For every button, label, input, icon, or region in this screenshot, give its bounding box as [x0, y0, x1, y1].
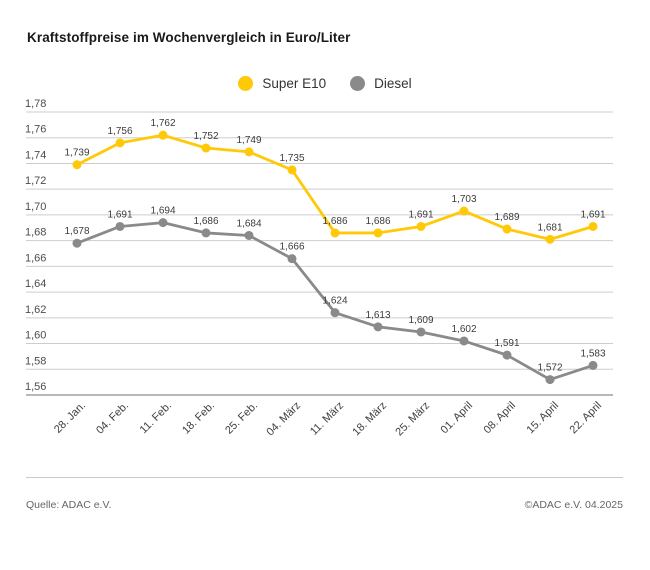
- data-point-super-e10: [416, 221, 426, 231]
- data-point-super-e10: [115, 138, 125, 148]
- data-point-super-e10: [373, 228, 383, 238]
- data-point-label-diesel: 1,686: [193, 216, 218, 227]
- data-point-diesel: [459, 336, 469, 346]
- x-axis-tick-label: 04. März: [264, 400, 303, 439]
- data-point-super-e10: [287, 165, 297, 175]
- data-point-label-diesel: 1,572: [537, 363, 562, 374]
- data-point-label-super-e10: 1,691: [580, 209, 605, 220]
- data-point-label-super-e10: 1,703: [451, 194, 476, 205]
- footer: Quelle: ADAC e.V. ©ADAC e.V. 04.2025: [26, 499, 623, 511]
- data-point-label-super-e10: 1,686: [365, 216, 390, 227]
- data-point-diesel: [502, 350, 512, 360]
- data-point-diesel: [201, 228, 211, 238]
- data-point-label-diesel: 1,694: [150, 206, 175, 217]
- y-axis-tick-label: 1,70: [25, 201, 46, 213]
- data-point-super-e10: [459, 206, 469, 216]
- legend-item-diesel: Diesel: [350, 76, 412, 91]
- data-point-label-super-e10: 1,749: [236, 135, 261, 146]
- y-axis-tick-label: 1,64: [25, 278, 46, 290]
- data-point-label-super-e10: 1,739: [64, 148, 89, 159]
- data-point-label-diesel: 1,583: [580, 348, 605, 359]
- chart-legend: Super E10 Diesel: [0, 76, 650, 91]
- data-point-super-e10: [158, 130, 168, 140]
- y-axis-tick-label: 1,66: [25, 252, 46, 264]
- data-point-label-diesel: 1,666: [279, 242, 304, 253]
- data-point-diesel: [416, 327, 426, 337]
- data-point-label-super-e10: 1,756: [107, 126, 132, 137]
- data-point-diesel: [244, 230, 254, 240]
- data-point-super-e10: [201, 143, 211, 153]
- data-point-diesel: [588, 360, 598, 370]
- data-point-diesel: [72, 238, 82, 248]
- data-point-label-diesel: 1,591: [494, 338, 519, 349]
- y-axis-tick-label: 1,76: [25, 124, 46, 136]
- y-axis-tick-label: 1,62: [25, 304, 46, 316]
- x-axis-tick-label: 01. April: [439, 400, 476, 437]
- data-point-label-super-e10: 1,686: [322, 216, 347, 227]
- y-axis-tick-label: 1,58: [25, 355, 46, 367]
- data-point-label-diesel: 1,678: [64, 226, 89, 237]
- y-axis-tick-label: 1,72: [25, 175, 46, 187]
- source-note: Quelle: ADAC e.V.: [26, 499, 112, 511]
- legend-label-super-e10: Super E10: [262, 76, 327, 91]
- data-point-super-e10: [588, 221, 598, 231]
- diesel-swatch-icon: [350, 76, 366, 91]
- data-point-label-diesel: 1,609: [408, 315, 433, 326]
- data-point-label-diesel: 1,613: [365, 310, 390, 321]
- data-point-diesel: [287, 254, 297, 264]
- y-axis-tick-label: 1,60: [25, 330, 46, 342]
- data-point-label-super-e10: 1,762: [150, 118, 175, 129]
- copyright-note: ©ADAC e.V. 04.2025: [524, 499, 623, 511]
- y-axis-tick-label: 1,78: [25, 98, 46, 110]
- y-axis-tick-label: 1,68: [25, 227, 46, 239]
- data-point-diesel: [373, 322, 383, 332]
- data-point-diesel: [330, 308, 340, 318]
- data-point-diesel: [115, 221, 125, 231]
- x-axis-tick-label: 11. März: [308, 400, 346, 438]
- data-point-label-diesel: 1,602: [451, 324, 476, 335]
- x-axis-tick-label: 22. April: [568, 400, 605, 437]
- x-axis-tick-label: 25. Feb.: [223, 400, 260, 437]
- data-point-label-super-e10: 1,681: [537, 222, 562, 233]
- x-axis-tick-label: 18. März: [350, 400, 389, 439]
- x-axis-tick-label: 11. Feb.: [138, 400, 174, 436]
- y-axis-tick-label: 1,74: [25, 149, 46, 161]
- legend-item-super-e10: Super E10: [238, 76, 326, 91]
- x-axis-tick-label: 04. Feb.: [94, 400, 131, 437]
- legend-label-diesel: Diesel: [374, 76, 412, 91]
- data-point-label-diesel: 1,624: [322, 296, 347, 307]
- footer-divider: [26, 477, 623, 478]
- y-axis-tick-label: 1,56: [25, 381, 46, 393]
- chart-title: Kraftstoffpreise im Wochenvergleich in E…: [27, 30, 351, 45]
- data-point-label-super-e10: 1,691: [408, 209, 433, 220]
- data-point-super-e10: [72, 160, 82, 170]
- x-axis-tick-label: 08. April: [482, 400, 519, 437]
- data-point-super-e10: [545, 234, 555, 244]
- data-point-label-diesel: 1,691: [107, 209, 132, 220]
- super-e10-swatch-icon: [238, 76, 254, 91]
- data-point-label-super-e10: 1,735: [279, 153, 304, 164]
- data-point-label-diesel: 1,684: [236, 218, 261, 229]
- data-point-diesel: [158, 218, 168, 228]
- data-point-super-e10: [330, 228, 340, 238]
- data-point-diesel: [545, 375, 555, 385]
- x-axis-tick-label: 28. Jan.: [52, 400, 88, 436]
- x-axis-tick-label: 15. April: [525, 400, 562, 437]
- data-point-label-super-e10: 1,689: [494, 212, 519, 223]
- x-axis-tick-label: 25. März: [393, 400, 432, 439]
- data-point-label-super-e10: 1,752: [193, 131, 218, 142]
- data-point-super-e10: [502, 224, 512, 234]
- data-point-super-e10: [244, 147, 254, 157]
- x-axis-tick-label: 18. Feb.: [180, 400, 217, 437]
